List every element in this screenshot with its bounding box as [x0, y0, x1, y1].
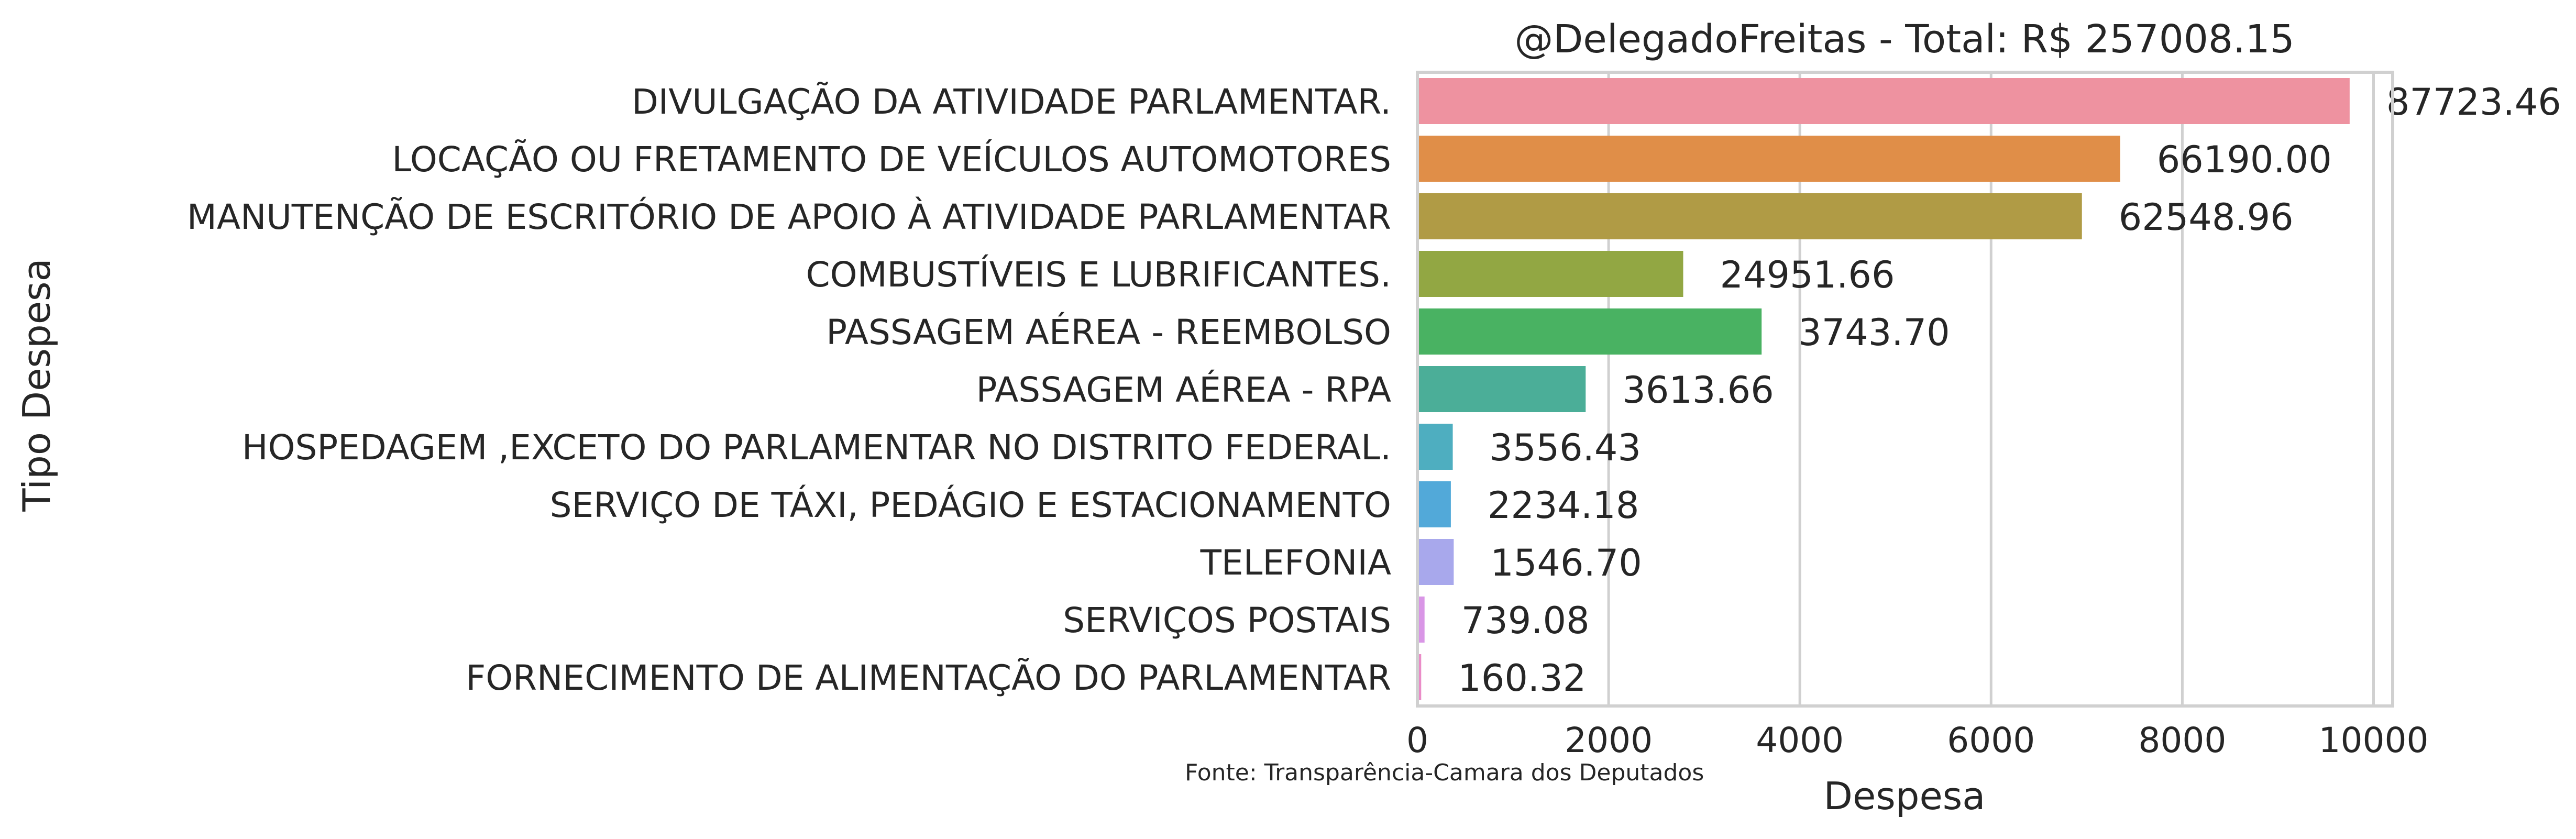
category-label: SERVIÇOS POSTAIS: [1063, 600, 1391, 641]
data-label: 87723.46: [2386, 81, 2561, 124]
data-label: 3556.43: [1490, 426, 1641, 469]
bar: [1417, 654, 1422, 700]
x-tick-label: 6000: [1947, 720, 2035, 760]
bar: [1417, 597, 1425, 643]
category-label: FORNECIMENTO DE ALIMENTAÇÃO DO PARLAMENT…: [466, 658, 1391, 698]
bar: [1417, 539, 1454, 585]
data-label: 2234.18: [1488, 484, 1639, 527]
category-label: DIVULGAÇÃO DA ATIVIDADE PARLAMENTAR.: [632, 82, 1391, 122]
x-tick-label: 0: [1406, 720, 1428, 760]
x-axis-title: Despesa: [1824, 774, 1986, 818]
category-label: PASSAGEM AÉREA - RPA: [976, 369, 1391, 410]
x-ticks: 0 2000 4000 6000 8000 10000: [1406, 720, 2428, 760]
data-label: 739.08: [1461, 599, 1590, 642]
category-label: MANUTENÇÃO DE ESCRITÓRIO DE APOIO À ATIV…: [187, 197, 1391, 237]
chart-title: @DelegadoFreitas - Total: R$ 257008.15: [1514, 17, 2294, 62]
bar: [1417, 251, 1683, 297]
x-tick-label: 10000: [2319, 720, 2429, 760]
bar: [1417, 481, 1451, 527]
data-label: 66190.00: [2157, 138, 2332, 181]
category-label: COMBUSTÍVEIS E LUBRIFICANTES.: [806, 254, 1391, 295]
plot-frame: [1416, 71, 2394, 708]
x-tick-label: 4000: [1756, 720, 1844, 760]
category-label: HOSPEDAGEM ,EXCETO DO PARLAMENTAR NO DIS…: [242, 427, 1391, 468]
category-label: LOCAÇÃO OU FRETAMENTO DE VEÍCULOS AUTOMO…: [392, 139, 1391, 180]
value-labels: 87723.46 66190.00 62548.96 24951.66 3743.70 3…: [1458, 81, 2561, 700]
data-label: 24951.66: [1720, 253, 1895, 296]
bar: [1417, 78, 2350, 124]
bar: [1417, 193, 2082, 239]
bars: [1417, 78, 2350, 700]
data-label: 62548.96: [2119, 196, 2294, 239]
bar: [1417, 366, 1586, 412]
x-tick-label: 8000: [2138, 720, 2226, 760]
data-label: 1546.70: [1490, 542, 1642, 584]
category-label: PASSAGEM AÉREA - REEMBOLSO: [826, 312, 1391, 352]
category-label: SERVIÇO DE TÁXI, PEDÁGIO E ESTACIONAMENT…: [550, 485, 1391, 525]
bar: [1417, 136, 2120, 182]
y-axis-title: Tipo Despesa: [15, 258, 59, 512]
data-label: 3613.66: [1622, 369, 1774, 412]
x-tick-label: 2000: [1565, 720, 1653, 760]
source-note: Fonte: Transparência-Camara dos Deputado…: [1185, 759, 1704, 786]
bar: [1417, 308, 1762, 355]
data-label: 3743.70: [1798, 311, 1950, 354]
category-labels: DIVULGAÇÃO DA ATIVIDADE PARLAMENTAR. LOCA…: [187, 82, 1391, 698]
category-label: TELEFONIA: [1200, 543, 1391, 583]
data-label: 160.32: [1458, 657, 1586, 700]
bar: [1417, 424, 1453, 470]
